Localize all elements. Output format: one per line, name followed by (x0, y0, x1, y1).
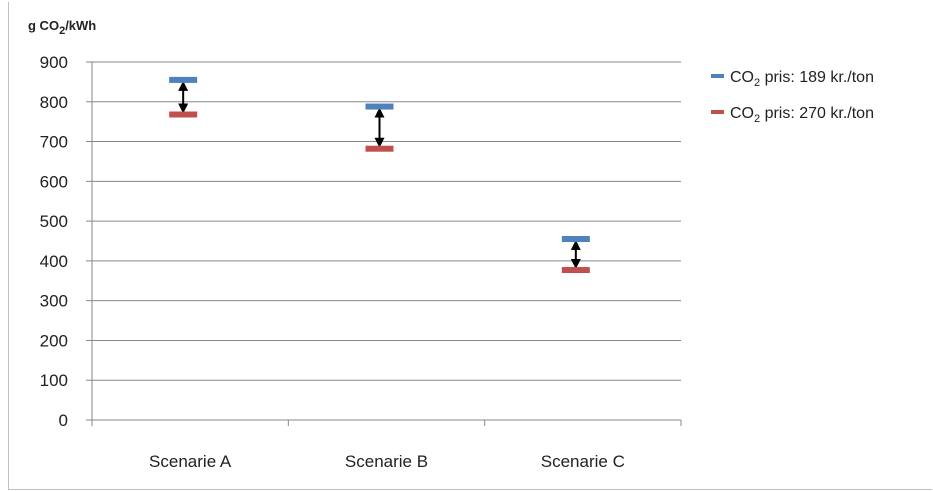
x-category-label: Scenarie B (345, 452, 428, 471)
marker-series-1 (561, 236, 590, 243)
y-tick-label: 0 (59, 411, 68, 430)
tick-labels: 0 100 200 300 400 500 600 700 800 900 Scenarie A Sc… (40, 53, 625, 471)
marker-series-1 (365, 103, 394, 110)
y-tick-label: 400 (40, 252, 68, 271)
marker-series-2 (169, 111, 198, 118)
legend-label-1: CO2 pris: 189 kr./ton (730, 69, 874, 89)
axes (86, 61, 682, 426)
y-tick-label: 900 (40, 53, 68, 72)
y-axis-title: g CO2/kWh (28, 18, 96, 37)
data-marks (169, 76, 590, 274)
legend-swatch-2 (711, 110, 724, 114)
y-tick-label: 800 (40, 93, 68, 112)
chart-frame (8, 2, 932, 490)
x-category-label: Scenarie C (541, 452, 625, 471)
marker-series-1 (169, 76, 198, 83)
y-tick-label: 600 (40, 172, 68, 191)
y-tick-label: 500 (40, 212, 68, 231)
y-tick-label: 300 (40, 292, 68, 311)
gridlines (92, 61, 681, 381)
marker-series-2 (365, 145, 394, 152)
legend: CO2 pris: 189 kr./ton CO2 pris: 270 kr./t… (711, 69, 874, 125)
y-tick-label: 200 (40, 331, 68, 350)
y-tick-label: 100 (40, 371, 68, 390)
legend-label-2: CO2 pris: 270 kr./ton (730, 105, 874, 125)
x-category-label: Scenarie A (149, 452, 232, 471)
legend-swatch-1 (711, 74, 724, 78)
marker-series-2 (561, 267, 590, 274)
y-tick-label: 700 (40, 133, 68, 152)
